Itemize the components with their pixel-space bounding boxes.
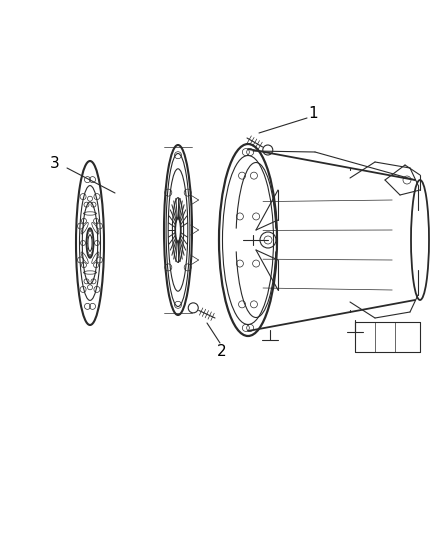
- Text: 3: 3: [50, 156, 60, 171]
- Text: 1: 1: [308, 107, 318, 122]
- Text: 2: 2: [217, 343, 227, 359]
